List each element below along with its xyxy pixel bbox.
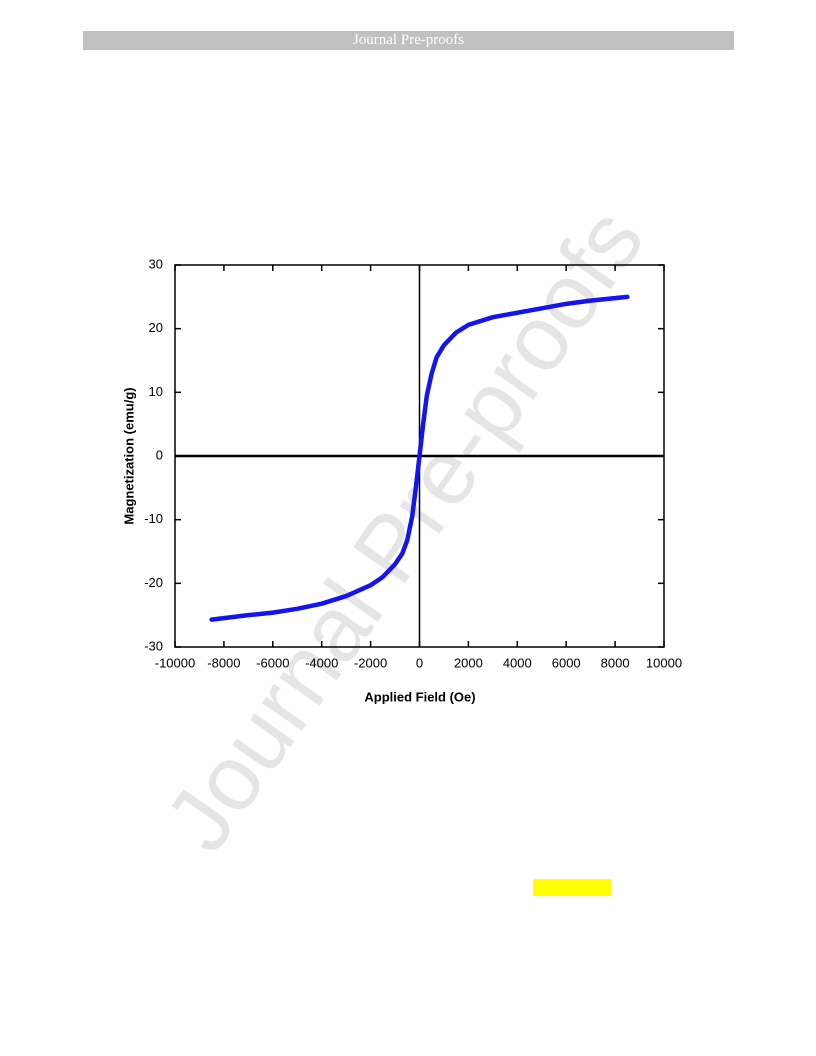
y-axis-title: Magnetization (emu/g): [121, 387, 136, 524]
x-axis-title: Applied Field (Oe): [364, 689, 475, 704]
x-tick-label: 6000: [552, 655, 581, 670]
x-tick-label: -4000: [305, 655, 338, 670]
highlight-box: [533, 879, 611, 896]
y-tick-label: -20: [144, 575, 163, 590]
x-tick-label: 0: [416, 655, 423, 670]
x-tick-label: 4000: [503, 655, 532, 670]
x-tick-label: 10000: [646, 655, 682, 670]
y-tick-label: 20: [149, 320, 163, 335]
y-tick-label: -30: [144, 638, 163, 653]
x-tick-label: -10000: [155, 655, 195, 670]
x-tick-label: 2000: [454, 655, 483, 670]
y-tick-label: -10: [144, 511, 163, 526]
y-tick-label: 30: [149, 256, 163, 271]
line-series: [209, 294, 630, 622]
x-tick-label: -6000: [256, 655, 289, 670]
x-tick-label: -2000: [354, 655, 387, 670]
y-tick-label: 0: [156, 447, 163, 462]
x-tick-label: 8000: [601, 655, 630, 670]
y-tick-label: 10: [149, 384, 163, 399]
journal-header: Journal Pre-proofs: [83, 31, 734, 50]
x-tick-label: -8000: [207, 655, 240, 670]
